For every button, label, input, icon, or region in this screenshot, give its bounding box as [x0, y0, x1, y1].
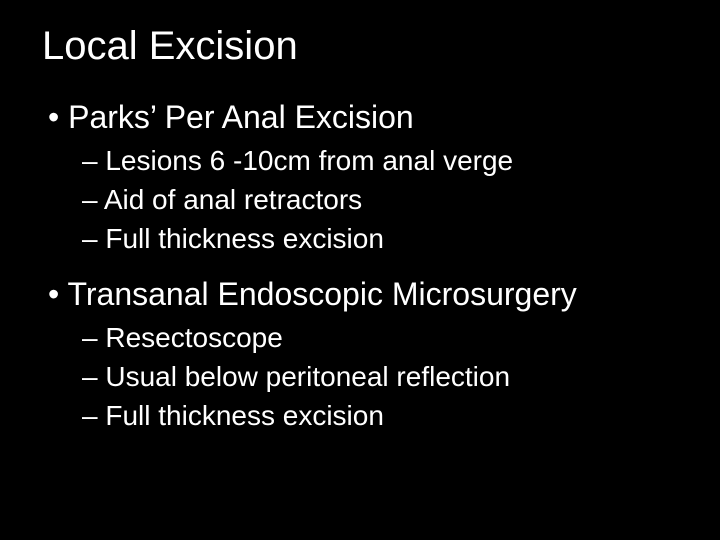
sub-item: Lesions 6 -10cm from anal verge	[82, 143, 690, 178]
sub-list: Lesions 6 -10cm from anal verge Aid of a…	[48, 143, 690, 256]
sub-text: Full thickness excision	[105, 223, 384, 254]
sub-text: Lesions 6 -10cm from anal verge	[105, 145, 513, 176]
bullet-text: Transanal Endoscopic Microsurgery	[68, 276, 577, 312]
sub-text: Full thickness excision	[105, 400, 384, 431]
sub-item: Resectoscope	[82, 320, 690, 355]
sub-text: Aid of anal retractors	[104, 184, 362, 215]
slide: Local Excision Parks’ Per Anal Excision …	[0, 0, 720, 540]
sub-item: Full thickness excision	[82, 221, 690, 256]
sub-list: Resectoscope Usual below peritoneal refl…	[48, 320, 690, 433]
sub-item: Usual below peritoneal reflection	[82, 359, 690, 394]
bullet-item: Transanal Endoscopic Microsurgery Resect…	[48, 274, 690, 433]
slide-title: Local Excision	[42, 24, 690, 69]
sub-text: Usual below peritoneal reflection	[105, 361, 510, 392]
bullet-text: Parks’ Per Anal Excision	[68, 99, 414, 135]
sub-item: Aid of anal retractors	[82, 182, 690, 217]
bullet-list: Parks’ Per Anal Excision Lesions 6 -10cm…	[30, 97, 690, 433]
sub-text: Resectoscope	[105, 322, 282, 353]
sub-item: Full thickness excision	[82, 398, 690, 433]
bullet-item: Parks’ Per Anal Excision Lesions 6 -10cm…	[48, 97, 690, 256]
